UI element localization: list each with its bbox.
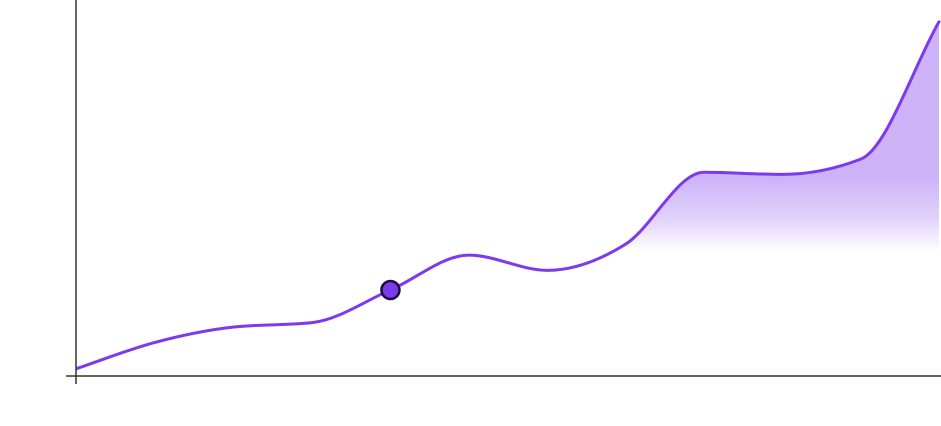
- highlight-point[interactable]: [380, 279, 401, 301]
- series-line: [75, 20, 941, 370]
- series-area-fill: [77, 21, 939, 377]
